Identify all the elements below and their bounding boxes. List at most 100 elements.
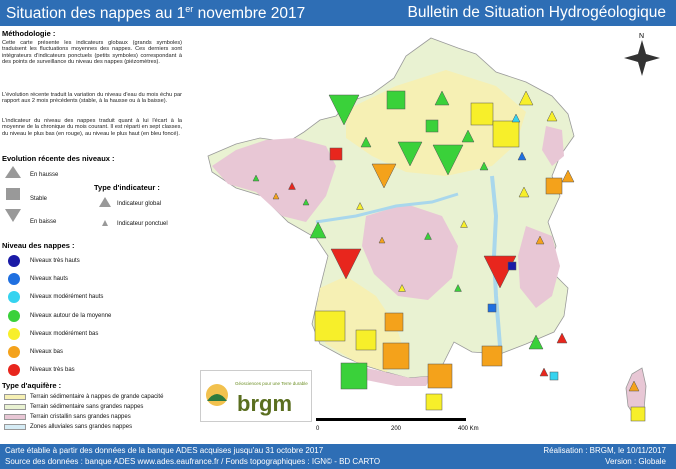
stable-indicator-marker [340, 362, 368, 390]
rising-indicator-marker [302, 198, 310, 206]
rising-indicator-marker [309, 221, 327, 239]
stable-indicator-marker [492, 120, 520, 148]
niveau-label: Niveaux modérément bas [30, 330, 99, 337]
north-arrow: N [624, 33, 660, 76]
stable-indicator-marker [355, 329, 377, 351]
header-bar: Situation des nappes au 1er novembre 201… [0, 0, 676, 26]
niveau-label: Niveaux très bas [30, 367, 75, 374]
trend-down-icon [5, 209, 21, 222]
aquifere-label: Terrain sédimentaire sans grandes nappes [30, 404, 144, 410]
scale-label: 0 [316, 426, 320, 432]
rising-indicator-marker [511, 113, 521, 123]
aquifere-swatch [4, 394, 26, 400]
bulletin-subtitle: Bulletin de Situation Hydrogéologique [407, 4, 666, 21]
evolution-label-stable: Stable [30, 196, 48, 202]
niveau-color-dot [8, 255, 20, 267]
aquifere-label: Zones alluviales sans grandes nappes [30, 424, 133, 430]
stable-indicator-marker [425, 119, 439, 133]
compass-rose-icon [624, 40, 660, 76]
methodologie-paragraph-1: Cette carte présente les indicateurs glo… [2, 40, 182, 66]
rising-indicator-marker [398, 283, 406, 292]
niveau-label: Niveaux très hauts [30, 258, 80, 264]
type-indicateur-title: Type d'indicateur : [94, 183, 160, 192]
rising-indicator-marker [517, 151, 527, 161]
rising-indicator-marker [539, 367, 549, 377]
rising-indicator-marker [288, 181, 296, 190]
rising-indicator-marker [272, 192, 280, 200]
massif-central [362, 204, 458, 300]
rising-indicator-marker [556, 332, 568, 344]
rising-indicator-marker [546, 110, 558, 122]
type-label-global: Indicateur global [117, 201, 162, 207]
stable-indicator-marker [630, 406, 646, 422]
niveau-color-dot [8, 327, 20, 340]
rising-indicator-marker [535, 235, 545, 245]
niveau-label: Niveaux modérément hauts [30, 294, 104, 301]
stable-indicator-marker [481, 345, 503, 367]
rising-indicator-marker [518, 90, 534, 106]
rising-indicator-marker [479, 161, 489, 171]
aquifere-label: Terrain cristallin sans grandes nappes [30, 414, 131, 420]
aquifere-swatch [4, 404, 26, 410]
rising-indicator-marker [356, 201, 364, 210]
rising-indicator-marker [378, 236, 386, 244]
niveau-label: Niveaux hauts [30, 276, 69, 283]
aquifere-title: Type d'aquifère : [2, 381, 62, 390]
vosges-massif [542, 126, 564, 166]
pyrenees-massif [346, 364, 432, 386]
rising-indicator-marker [424, 231, 432, 240]
point-indicator-icon [102, 220, 108, 226]
rising-indicator-marker [528, 334, 544, 350]
scale-bar: 0 200 400 Km [316, 418, 479, 432]
global-indicator-icon [99, 197, 111, 207]
evolution-title: Evolution récente des niveaux : [2, 154, 115, 163]
brgm-logo-graphic: Géosciences pour une Terre durable brgm [206, 381, 308, 416]
niveau-color-dot [8, 364, 20, 377]
niveau-label: Niveaux bas [30, 349, 64, 355]
footer-source: Source des données : banque ADES www.ade… [5, 457, 381, 466]
svg-text:Géosciences pour une Terre dur: Géosciences pour une Terre durable [235, 381, 308, 386]
stable-indicator-marker [427, 363, 453, 389]
stable-indicator-marker [382, 342, 410, 370]
scale-bar-line [316, 418, 466, 421]
falling-indicator-marker [371, 163, 397, 189]
rising-indicator-marker [461, 129, 475, 143]
niveau-color-dot [8, 346, 20, 358]
rising-indicator-marker [460, 219, 468, 228]
rising-indicator-marker [454, 283, 462, 292]
stable-indicator-marker [549, 371, 559, 381]
falling-indicator-marker [328, 94, 360, 126]
footer-version: Version : Globale [605, 457, 666, 466]
stable-indicator-marker [386, 90, 406, 110]
falling-indicator-marker [432, 144, 464, 176]
alps-massif [518, 226, 560, 308]
legend-panel: Méthodologie : Cette carte présente les … [0, 26, 196, 444]
falling-indicator-marker [330, 248, 362, 280]
footer-realisation: Réalisation : BRGM, le 10/11/2017 [543, 446, 666, 455]
france-map: 0 200 400 Km N [207, 33, 660, 432]
methodologie-title: Méthodologie : [2, 29, 56, 38]
type-symbols [99, 197, 111, 226]
rising-indicator-marker [561, 169, 575, 183]
stable-indicator-marker [384, 312, 404, 332]
rising-indicator-marker [434, 90, 450, 106]
aquifere-swatch [4, 414, 26, 420]
scale-label: 400 Km [458, 426, 479, 432]
indicator-markers [252, 90, 646, 422]
niveau-title: Niveau des nappes : [2, 241, 75, 250]
methodologie-paragraph-2: L'évolution récente traduit la variation… [2, 92, 182, 105]
loire-valley [315, 192, 459, 224]
methodologie-paragraph-3: L'indicateur du niveau des nappes tradui… [2, 118, 182, 137]
rising-indicator-marker [628, 380, 640, 392]
evolution-label-baisse: En baisse [30, 219, 57, 225]
stable-indicator-marker [507, 261, 517, 271]
brgm-logo: Géosciences pour une Terre durable brgm [200, 370, 312, 422]
compass-north-label: N [639, 33, 644, 40]
type-label-ponctuel: Indicateur ponctuel [117, 221, 168, 227]
evolution-symbols [5, 166, 21, 222]
aquifere-label: Terrain sédimentaire à nappes de grande … [30, 394, 164, 400]
stable-indicator-marker [487, 303, 497, 313]
trend-stable-icon [6, 188, 20, 200]
svg-text:brgm: brgm [237, 391, 292, 416]
aquifere-swatch [4, 424, 26, 430]
